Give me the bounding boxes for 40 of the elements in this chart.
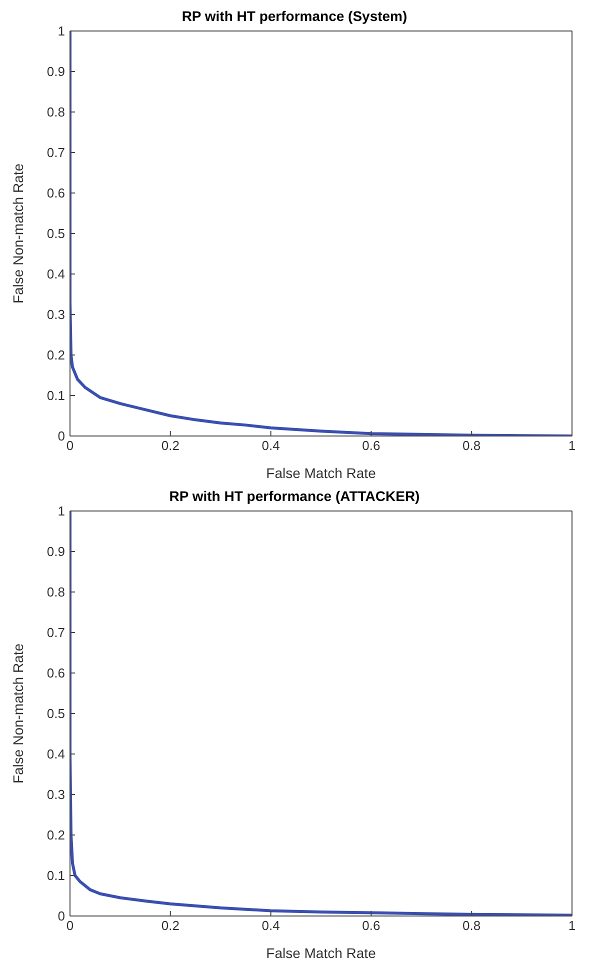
y-tick-label: 0.3: [46, 787, 65, 802]
chart-title: RP with HT performance (ATTACKER): [169, 488, 420, 504]
line-series: [70, 31, 572, 436]
y-tick-label: 0: [58, 428, 65, 444]
y-tick-label: 0: [58, 908, 65, 924]
x-tick-label: 1: [568, 918, 576, 934]
x-tick-label: 0.8: [462, 438, 481, 454]
y-tick-label: 0.6: [46, 666, 65, 681]
y-tick-label: 0.8: [46, 584, 65, 600]
y-tick-label: 0.4: [46, 746, 65, 762]
x-tick-label: 0.6: [362, 918, 380, 934]
line-series: [70, 511, 572, 916]
y-tick-label: 0.7: [46, 625, 65, 640]
y-tick-label: 0.6: [46, 186, 65, 201]
y-axis-title: False Non-match Rate: [10, 163, 26, 304]
x-tick-label: 0.8: [462, 918, 481, 934]
y-tick-label: 0.9: [46, 544, 65, 560]
y-tick-label: 0.9: [46, 64, 65, 80]
y-tick-label: 1: [58, 504, 65, 519]
x-tick-label: 0.4: [262, 438, 280, 454]
y-tick-label: 0.7: [46, 145, 65, 160]
x-tick-label: 0.2: [161, 918, 180, 934]
y-tick-label: 0.5: [46, 226, 65, 242]
chart-title: RP with HT performance (System): [182, 8, 408, 24]
x-tick-label: 0.6: [362, 438, 380, 454]
y-tick-label: 0.2: [46, 348, 65, 363]
y-tick-label: 0.4: [46, 266, 65, 282]
x-axis-title: False Match Rate: [266, 465, 376, 481]
y-axis-title: False Non-match Rate: [10, 643, 26, 784]
y-tick-label: 0.1: [46, 388, 65, 404]
x-axis-title: False Match Rate: [266, 945, 376, 961]
y-tick-label: 0.8: [46, 104, 65, 120]
x-tick-label: 1: [568, 438, 576, 454]
y-tick-label: 0.1: [46, 868, 65, 884]
y-tick-label: 0.5: [46, 706, 65, 722]
x-tick-label: 0.2: [161, 438, 180, 454]
y-tick-label: 0.3: [46, 307, 65, 322]
y-tick-label: 0.2: [46, 828, 65, 843]
y-tick-label: 1: [58, 24, 65, 39]
x-tick-label: 0.4: [262, 918, 280, 934]
